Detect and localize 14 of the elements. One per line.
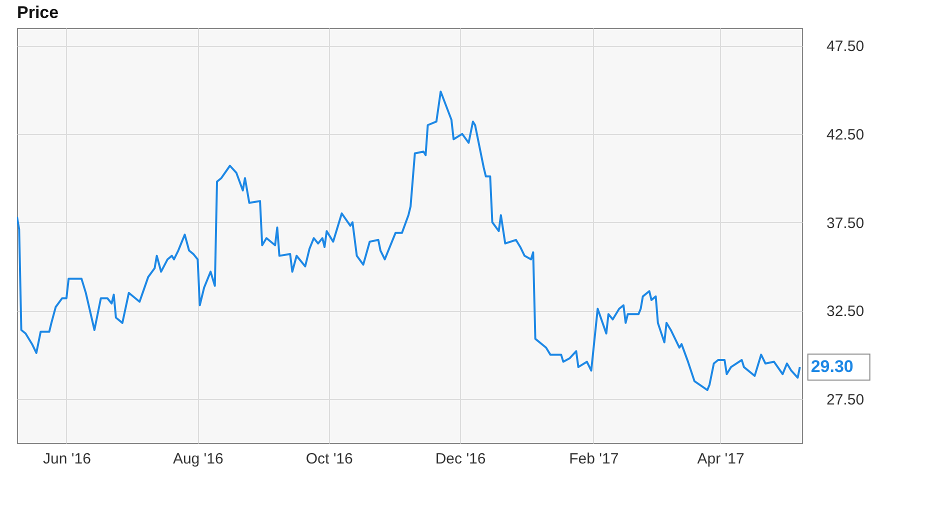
x-tick-label: Apr '17: [697, 450, 744, 468]
x-tick-label: Jun '16: [43, 450, 91, 468]
x-tick-label: Oct '16: [306, 450, 353, 468]
y-tick-label: 47.50: [826, 38, 864, 56]
y-tick-label: 32.50: [826, 303, 864, 320]
y-tick-label: 37.50: [826, 214, 864, 232]
y-tick-label: 42.50: [826, 126, 864, 144]
line-series: [17, 90, 801, 392]
data-label: 29.30: [810, 357, 854, 376]
chart-title: Price: [17, 3, 59, 22]
x-tick-label: Dec '16: [435, 450, 486, 468]
x-tick-label: Feb '17: [569, 450, 619, 468]
x-tick-label: Aug '16: [172, 450, 224, 468]
y-tick-label: 27.50: [826, 391, 864, 408]
